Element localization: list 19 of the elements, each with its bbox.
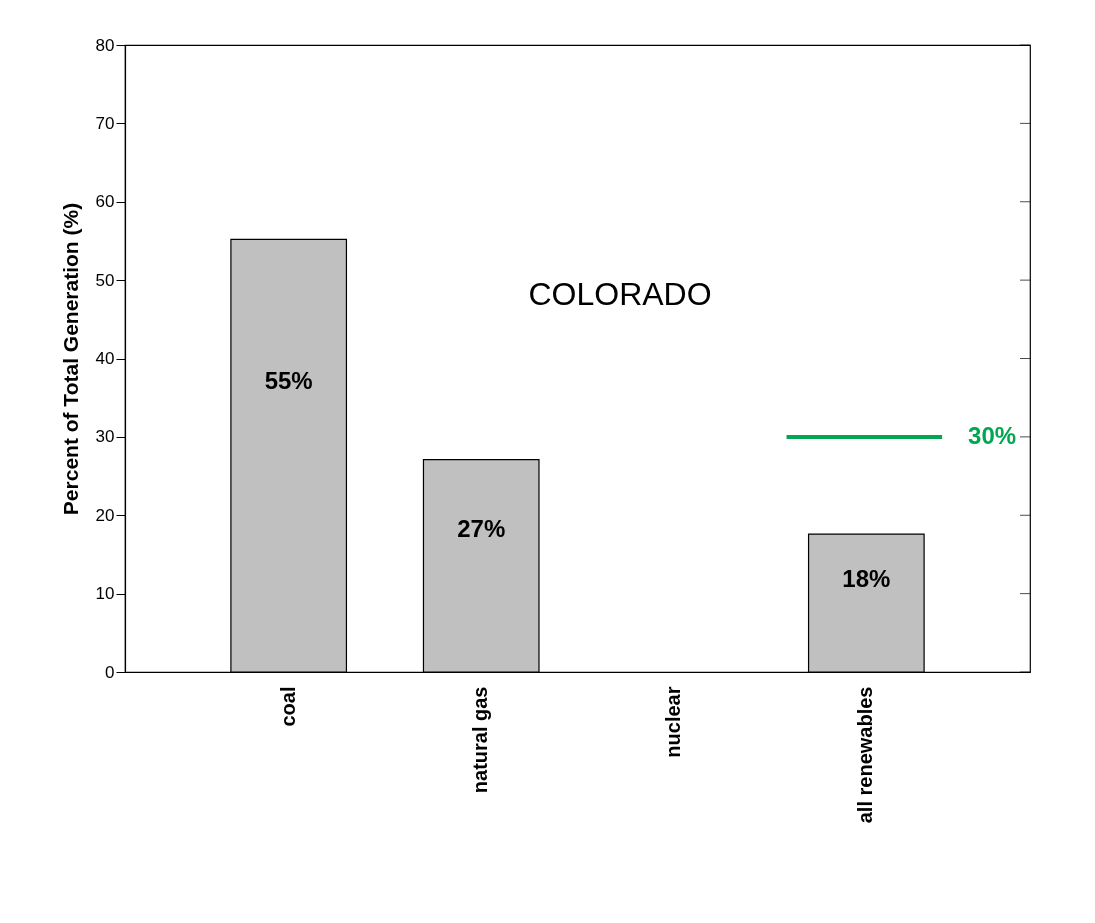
data-label: 27% [457,514,506,542]
y-tick-label: 0 [105,662,115,682]
data-label: 55% [264,367,313,395]
x-tick-label: natural gas [469,686,492,794]
x-tick-label: nuclear [661,686,684,758]
y-tick-label: 50 [95,270,115,290]
y-axis-title: Percent of Total Generation (%) [58,202,82,516]
y-tick-label: 40 [95,349,115,368]
y-tick-label: 30 [95,427,115,447]
y-tick-label: 10 [95,584,115,604]
y-tick-label: 80 [95,35,115,55]
x-tick-label: all renewables [854,686,877,824]
annotation: COLORADO [528,276,712,312]
data-label: 18% [842,564,891,592]
y-tick-label: 20 [95,505,115,525]
ref-line-label: 30% [968,421,1017,449]
x-tick-label: coal [276,686,299,727]
y-tick-label: 70 [95,113,115,133]
y-tick-label: 60 [95,192,115,212]
